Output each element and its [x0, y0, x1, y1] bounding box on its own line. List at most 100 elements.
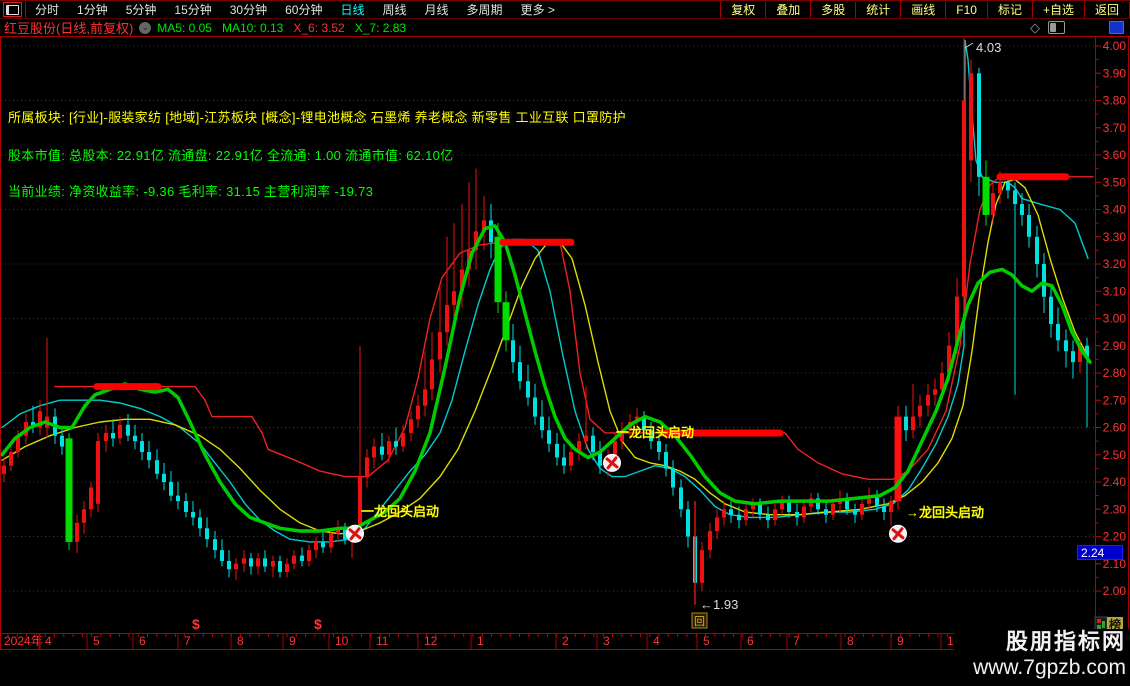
candle: [540, 416, 544, 431]
menu-item-月线[interactable]: 月线: [424, 3, 449, 17]
dollar-mark: $: [314, 616, 322, 632]
candle: [133, 435, 137, 442]
candle: [715, 517, 719, 532]
tool-item-+自选[interactable]: +自选: [1031, 1, 1084, 18]
sector-info-line: 所属板块: [行业]-服装家纺 [地域]-江苏板块 [概念]-锂电池概念 石墨烯…: [8, 110, 626, 125]
candle: [555, 443, 559, 458]
dragon-label: →龙回头启动: [906, 505, 984, 520]
diamond-icon[interactable]: ◇: [1030, 19, 1040, 35]
candle: [1035, 236, 1039, 264]
menu-item-1分钟[interactable]: 1分钟: [77, 3, 108, 17]
candle: [271, 561, 275, 567]
candle: [889, 501, 893, 512]
candle: [737, 514, 741, 521]
menu-item-更多 >[interactable]: 更多 >: [520, 3, 555, 17]
tools-menu: 复权 叠加 多股 统计 画线 F10 标记 +自选 返回: [720, 1, 1130, 19]
price-axis-label: 2.10: [1103, 557, 1127, 571]
stop-red-line: [54, 176, 1094, 480]
candle: [314, 541, 318, 551]
menu-item-分时[interactable]: 分时: [35, 3, 60, 17]
dragon-marker-cross: [349, 527, 361, 541]
candle: [242, 558, 246, 564]
window-icon[interactable]: [3, 2, 22, 17]
month-label: 2: [562, 634, 569, 648]
indicator-label: X_7: 2.83: [354, 20, 407, 35]
candle: [409, 419, 413, 433]
candle: [773, 509, 777, 521]
price-axis-label: 2.90: [1103, 339, 1127, 353]
tool-item-多股[interactable]: 多股: [810, 1, 855, 18]
menu-item-15分钟[interactable]: 15分钟: [174, 3, 212, 17]
candle: [1042, 264, 1046, 297]
candle: [300, 555, 304, 562]
price-axis-label: 2.80: [1103, 366, 1127, 380]
minimize-panel-icon[interactable]: [1109, 21, 1124, 34]
month-label: 8: [847, 634, 854, 648]
candle: [664, 452, 668, 469]
tool-item-F10[interactable]: F10: [945, 1, 987, 18]
chart-area: 一龙回头启动 一龙回头启动 →龙回头启动 4.03 ←1.93 4.00 3.90 3.80 3…: [0, 36, 1130, 686]
menu-item-60分钟[interactable]: 60分钟: [285, 3, 323, 17]
menu-item-日线[interactable]: 日线: [340, 3, 365, 17]
month-label: 7: [793, 634, 800, 648]
tool-item-标记[interactable]: 标记: [986, 1, 1032, 18]
candle: [708, 531, 712, 551]
main-chart[interactable]: 一龙回头启动一龙回头启动→龙回头启动4.03←1.934.003.903.803…: [0, 36, 1130, 651]
candle: [256, 558, 260, 567]
ma-cyan-line: [1, 39, 1089, 543]
candle: [249, 558, 253, 567]
chevron-down-icon[interactable]: ⌄: [139, 21, 152, 34]
candle: [533, 397, 537, 417]
candle: [657, 441, 661, 453]
current-price-tag: 2.24: [1077, 545, 1123, 560]
candle: [969, 73, 973, 161]
candle: [365, 457, 369, 477]
candle: [234, 563, 238, 570]
candle: [802, 506, 806, 518]
chart-header-bar: 红豆股份(日线,前复权) ⌄ MA5: 0.05 MA10: 0.13 X_6: 3…: [0, 19, 1130, 36]
tool-item-复权[interactable]: 复权: [720, 1, 765, 18]
price-axis-label: 2.70: [1103, 393, 1127, 407]
menu-item-30分钟[interactable]: 30分钟: [229, 3, 268, 17]
month-label: 12: [424, 634, 438, 648]
candle: [416, 405, 420, 420]
menu-item-多周期[interactable]: 多周期: [466, 3, 503, 17]
rank-icon-dot: [1097, 619, 1101, 623]
tool-item-返回[interactable]: 返回: [1083, 1, 1130, 18]
candle: [853, 509, 857, 515]
candle: [526, 381, 530, 398]
month-label: 6: [139, 634, 146, 648]
candle: [394, 441, 398, 447]
price-axis-label: 2.00: [1103, 584, 1127, 598]
candle: [1056, 323, 1060, 341]
candle: [227, 561, 231, 570]
menu-item-5分钟[interactable]: 5分钟: [125, 3, 157, 17]
candle: [336, 528, 340, 534]
candle: [445, 304, 449, 333]
menu-item-周线[interactable]: 周线: [382, 3, 407, 17]
candle: [751, 503, 755, 510]
month-label: 5: [703, 634, 710, 648]
candle: [947, 345, 951, 373]
price-axis-label: 2.20: [1103, 530, 1127, 544]
watermark-url: www.7gpzb.com: [973, 656, 1126, 679]
candle: [75, 522, 79, 542]
tool-item-统计[interactable]: 统计: [855, 1, 900, 18]
candle: [613, 441, 617, 458]
price-axis-label: 3.00: [1103, 312, 1127, 326]
month-label: 9: [897, 634, 904, 648]
price-axis-label: 3.50: [1103, 175, 1127, 189]
rank-icon[interactable]: [1107, 617, 1123, 632]
tool-item-画线[interactable]: 画线: [900, 1, 945, 18]
month-label: 4: [45, 634, 52, 648]
candle: [147, 452, 151, 461]
rank-icon-glyph: 榜: [1109, 617, 1121, 632]
layout-panel-icon[interactable]: [1048, 21, 1065, 34]
dragon-label: 一龙回头启动: [616, 425, 694, 440]
rank-icon-dot: [1097, 625, 1101, 629]
candle: [401, 432, 405, 447]
candle: [494, 236, 502, 303]
replay-icon[interactable]: [691, 612, 708, 629]
tool-item-叠加[interactable]: 叠加: [765, 1, 810, 18]
candle: [998, 182, 1002, 194]
